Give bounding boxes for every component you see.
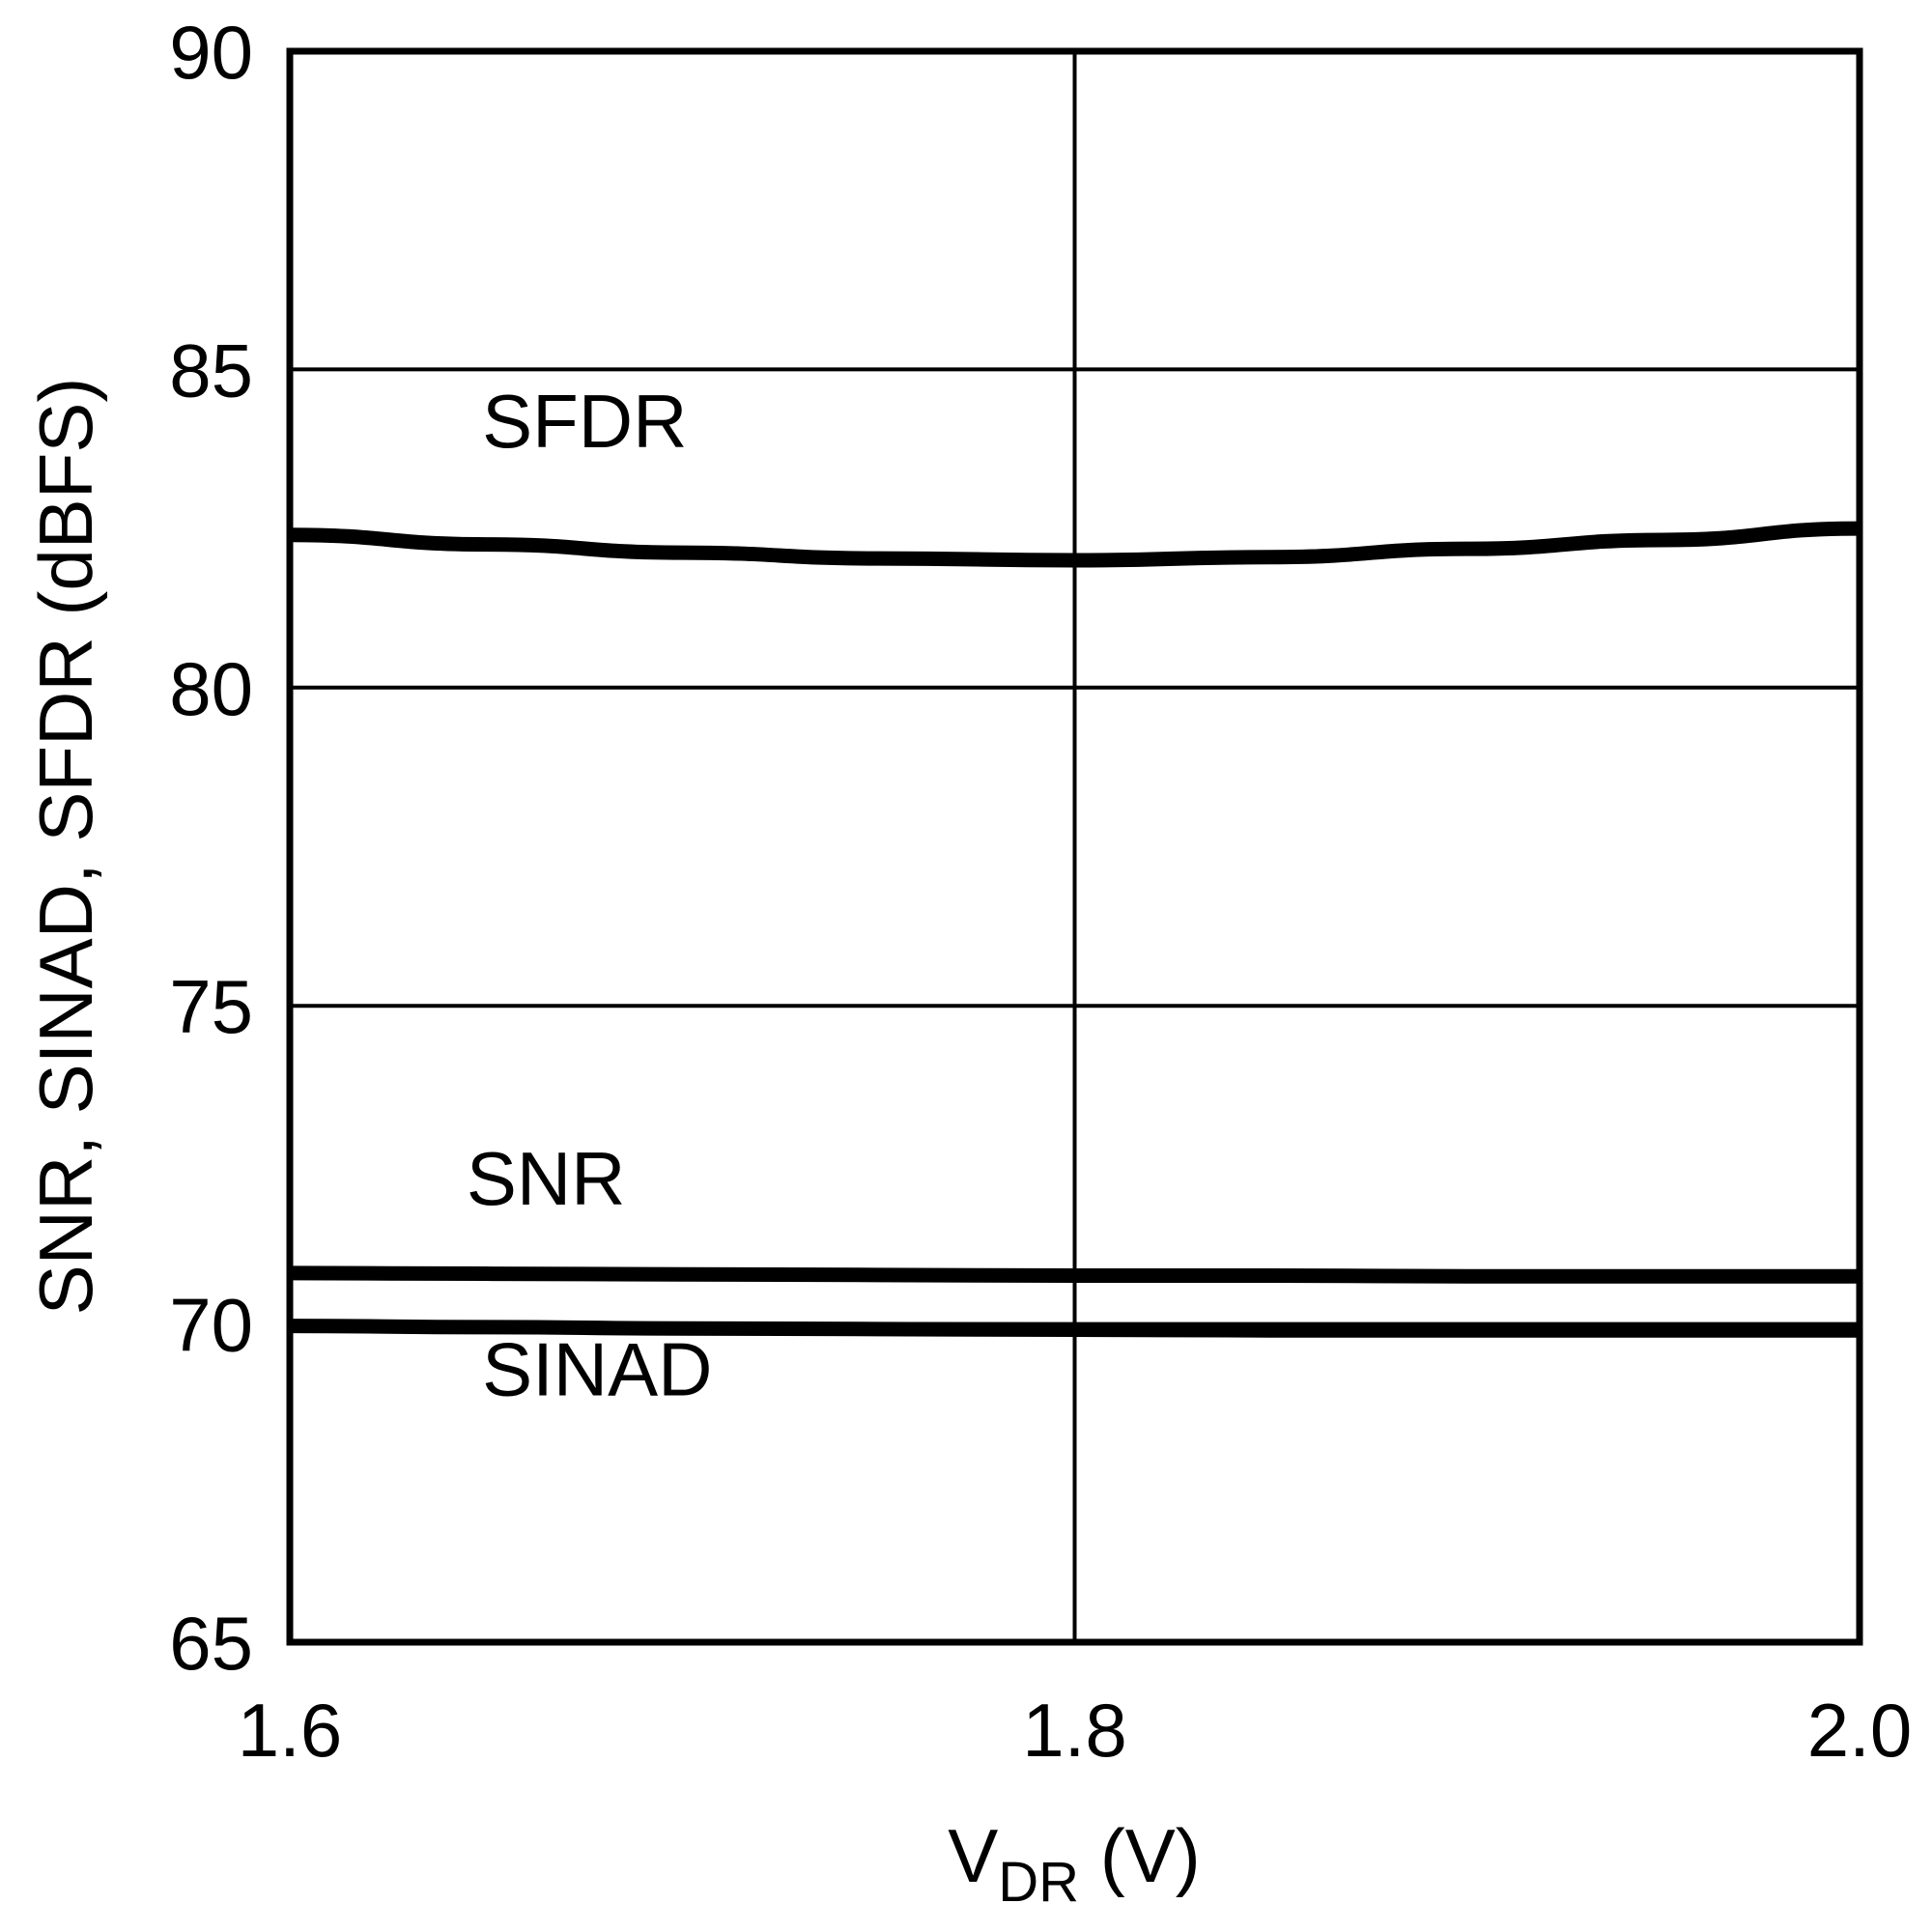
x-axis-title-unit: (V) bbox=[1079, 1813, 1201, 1898]
data-series bbox=[289, 521, 1861, 1338]
y-tick-label: 80 bbox=[169, 646, 253, 731]
x-axis-title: VDR (V) bbox=[948, 1813, 1200, 1914]
x-tick-label: 1.8 bbox=[1022, 1688, 1126, 1773]
y-axis-title: SNR, SINAD, SFDR (dBFS) bbox=[23, 378, 108, 1316]
series-line-sinad bbox=[289, 1319, 1860, 1338]
y-tick-label: 75 bbox=[169, 964, 253, 1049]
y-tick-label: 90 bbox=[169, 10, 253, 95]
x-axis-title-subscript: DR bbox=[998, 1851, 1079, 1914]
y-tick-label: 65 bbox=[169, 1601, 253, 1686]
series-label-sfdr: SFDR bbox=[482, 379, 687, 464]
series-label-sinad: SINAD bbox=[482, 1327, 712, 1412]
series-label-snr: SNR bbox=[467, 1136, 626, 1221]
x-tick-label: 2.0 bbox=[1807, 1688, 1912, 1773]
x-tick-labels: 1.6 1.8 2.0 bbox=[238, 1688, 1912, 1773]
series-labels: SFDR SNR SINAD bbox=[467, 379, 713, 1412]
plot-frame bbox=[286, 47, 1863, 1646]
y-tick-labels: 90 85 80 75 70 65 bbox=[169, 10, 253, 1686]
series-line-snr bbox=[289, 1265, 1860, 1284]
x-tick-label: 1.6 bbox=[238, 1688, 342, 1773]
series-line-sfdr bbox=[289, 521, 1861, 568]
y-tick-label: 70 bbox=[169, 1283, 253, 1368]
x-axis-title-main: V bbox=[948, 1813, 998, 1898]
y-tick-label: 85 bbox=[169, 327, 253, 412]
